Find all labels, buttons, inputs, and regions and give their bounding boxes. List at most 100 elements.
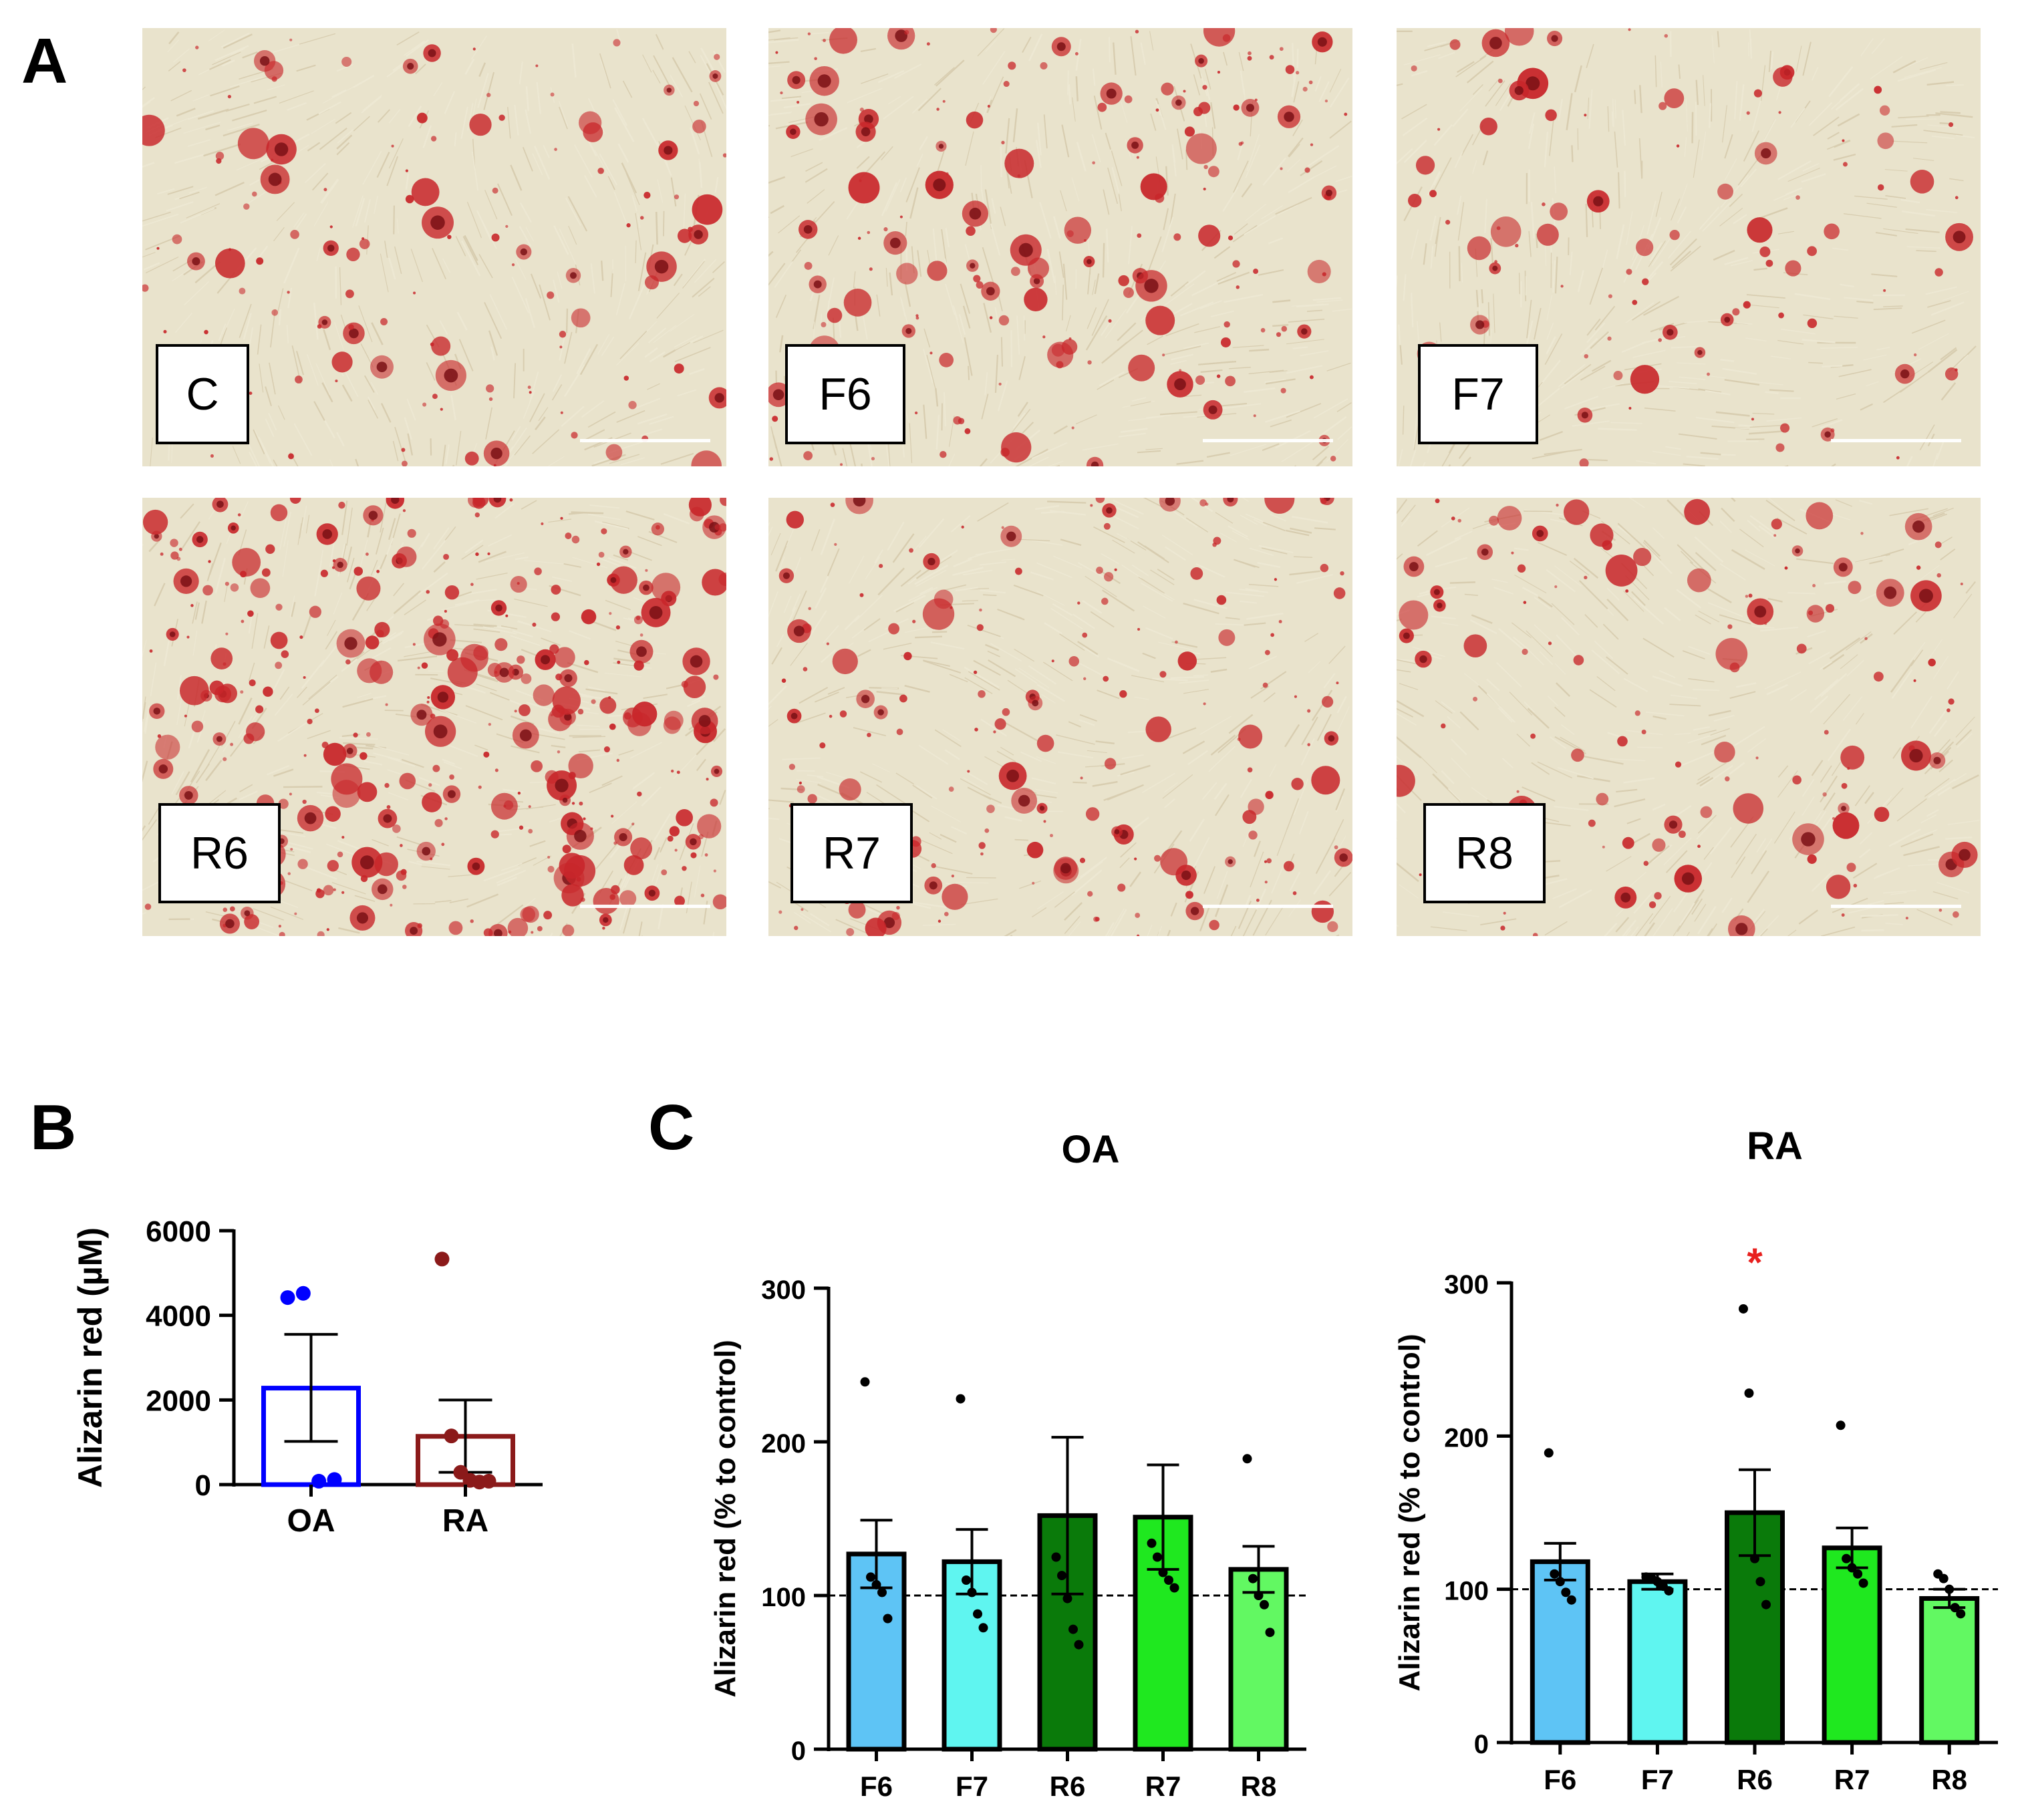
stain-deposit	[1233, 104, 1240, 111]
stain-deposit	[527, 386, 531, 390]
stain-deposit	[797, 100, 800, 104]
stain-deposit	[1279, 47, 1284, 51]
cell-fiber	[656, 292, 680, 319]
cell-fiber	[772, 435, 782, 466]
cell-fiber	[1275, 196, 1312, 215]
cell-fiber	[631, 195, 637, 212]
stain-deposit	[904, 29, 909, 35]
stain-core	[327, 245, 335, 252]
cell-fiber	[1820, 347, 1858, 349]
cell-fiber	[1335, 175, 1352, 182]
stain-deposit	[623, 375, 629, 381]
cell-fiber	[877, 69, 905, 84]
cell-fiber	[208, 59, 231, 70]
cell-fiber	[1671, 345, 1702, 349]
cell-fiber	[1326, 362, 1351, 371]
cell-fiber	[909, 187, 919, 219]
stain-deposit	[464, 451, 479, 466]
cell-fiber	[1665, 446, 1681, 450]
cell-fiber	[1288, 318, 1325, 323]
cell-fiber	[1860, 38, 1874, 56]
cell-fiber	[364, 198, 371, 223]
cell-fiber	[1068, 84, 1071, 105]
stain-deposit	[1747, 217, 1773, 243]
cell-fiber	[198, 65, 218, 75]
stain-deposit	[488, 722, 492, 726]
cell-fiber	[1091, 134, 1101, 163]
cell-fiber	[404, 417, 412, 440]
stain-core	[623, 549, 629, 555]
cell-fiber	[692, 277, 715, 298]
stain-core	[1581, 412, 1588, 419]
cell-fiber	[384, 710, 404, 712]
stain-deposit	[1515, 243, 1519, 248]
cell-fiber	[336, 142, 350, 156]
cell-fiber	[320, 549, 323, 565]
cell-fiber	[1315, 456, 1327, 466]
cell-fiber	[494, 502, 515, 519]
stain-deposit	[1411, 65, 1417, 71]
cell-fiber	[1897, 69, 1936, 82]
stain-deposit	[430, 136, 437, 142]
cell-fiber	[1955, 134, 1975, 139]
y-tick-label: 0	[195, 1469, 211, 1502]
cell-fiber	[142, 213, 179, 227]
cell-fiber	[1900, 370, 1930, 393]
cell-fiber	[1574, 65, 1582, 93]
stain-core	[391, 498, 400, 504]
stain-deposit	[517, 582, 520, 585]
cell-fiber	[553, 225, 569, 255]
stain-deposit	[578, 111, 602, 134]
stain-deposit	[915, 316, 919, 320]
stain-deposit	[571, 432, 578, 439]
cell-fiber	[458, 339, 474, 371]
cell-fiber	[142, 912, 146, 915]
cell-fiber	[293, 423, 313, 456]
cell-fiber	[1185, 270, 1206, 287]
cell-fiber	[1891, 124, 1918, 128]
cell-fiber	[1892, 60, 1916, 73]
stain-deposit	[271, 158, 274, 162]
cell-fiber	[388, 257, 396, 280]
cell-fiber	[1802, 41, 1812, 76]
data-point	[1057, 1571, 1066, 1581]
stain-deposit	[345, 289, 354, 299]
cell-fiber	[1314, 76, 1322, 92]
cell-fiber	[559, 229, 577, 265]
cell-fiber	[1534, 307, 1542, 340]
cell-fiber	[433, 561, 446, 573]
cell-fiber	[358, 305, 373, 343]
cell-fiber	[1566, 93, 1573, 130]
cell-fiber	[1785, 187, 1803, 196]
cell-fiber	[1216, 271, 1237, 282]
cell-fiber	[523, 560, 563, 565]
cell-fiber	[1140, 42, 1146, 65]
cell-fiber	[180, 208, 215, 224]
cell-fiber	[653, 55, 671, 88]
stain-deposit	[288, 453, 294, 460]
cell-fiber	[448, 874, 475, 877]
cell-fiber	[473, 628, 500, 633]
stain-deposit	[1155, 108, 1159, 112]
stain-core	[712, 73, 718, 79]
cell-fiber	[257, 436, 275, 466]
cell-fiber	[1071, 177, 1080, 202]
data-point	[860, 1377, 870, 1387]
cell-fiber	[1107, 167, 1119, 204]
cell-fiber	[179, 191, 200, 200]
cell-fiber	[184, 281, 209, 306]
cell-fiber	[1423, 243, 1427, 265]
stain-deposit	[184, 714, 187, 718]
cell-fiber	[612, 99, 628, 126]
cell-fiber	[1935, 112, 1973, 118]
cell-fiber	[509, 446, 521, 460]
cell-fiber	[990, 223, 1001, 256]
cell-fiber	[1873, 307, 1902, 311]
cell-fiber	[651, 863, 659, 883]
cell-fiber	[371, 647, 392, 659]
cell-fiber	[374, 196, 378, 214]
cell-fiber	[1017, 402, 1028, 417]
cell-fiber	[284, 880, 313, 891]
stain-deposit	[289, 38, 293, 41]
